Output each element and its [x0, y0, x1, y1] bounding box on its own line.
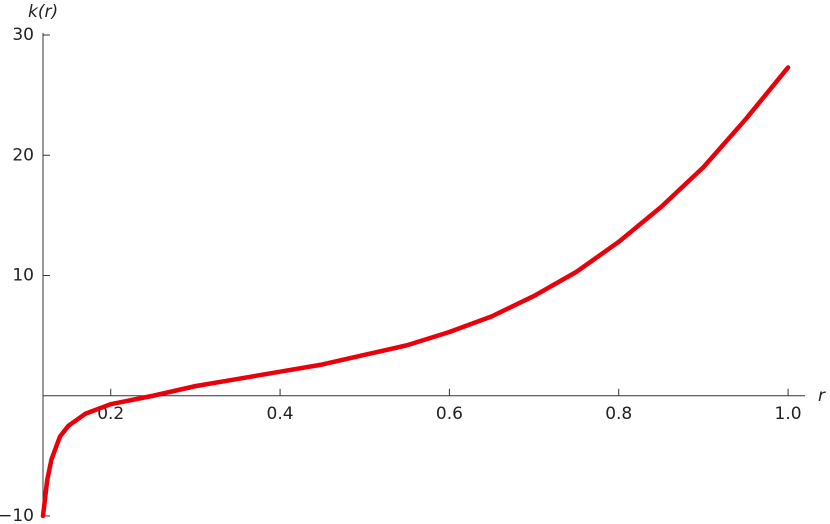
y-tick-label: −10 — [0, 506, 34, 524]
y-axis-label: k(r) — [28, 2, 58, 22]
y-tick-label: 30 — [12, 25, 34, 45]
x-tick-label: 0.4 — [267, 404, 294, 424]
x-axis-label: r — [818, 386, 826, 406]
curve — [40, 65, 791, 519]
x-tick-label: 0.6 — [436, 404, 463, 424]
y-tick-label: 20 — [12, 145, 34, 165]
x-tick-label: 0.8 — [605, 404, 632, 424]
y-tick-label: 10 — [12, 266, 34, 286]
x-tick-label: 1.0 — [775, 404, 802, 424]
